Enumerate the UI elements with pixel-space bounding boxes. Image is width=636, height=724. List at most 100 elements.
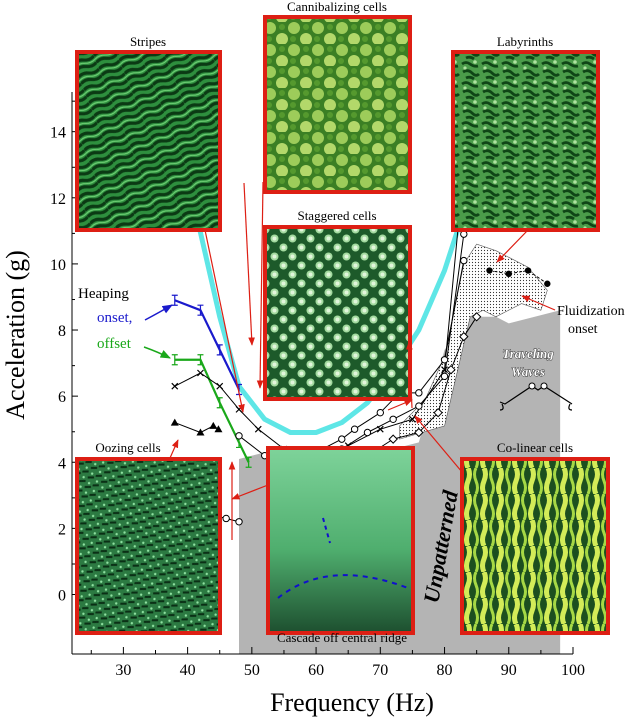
pointer-arrow <box>169 439 179 459</box>
pointer-arrow <box>387 399 413 411</box>
x-tick-label: 30 <box>115 662 131 679</box>
series-3-point <box>235 405 243 413</box>
inset-cells-label: Cannibalizing cells <box>287 0 387 14</box>
series-5-point <box>440 356 449 364</box>
series-8-point <box>214 425 223 433</box>
inset-cells-frame <box>263 15 412 194</box>
series-2-point <box>171 354 178 366</box>
series-5-point <box>460 256 468 265</box>
inset-cascade-image <box>268 448 413 633</box>
inset-stripes-label: Stripes <box>130 34 166 49</box>
x-tick-label: 60 <box>308 662 324 679</box>
wave-crest-marker <box>528 382 536 390</box>
series-7-point <box>486 267 493 274</box>
series-2-point <box>216 397 223 409</box>
pointer-arrow <box>256 181 264 389</box>
x-axis-label: Frequency (Hz) <box>270 688 434 717</box>
pointer-arrow <box>231 484 269 500</box>
inset-oozing-image <box>77 459 220 633</box>
inset-oozing-frame <box>75 457 222 635</box>
x-tick-label: 40 <box>180 662 196 679</box>
series-4-point <box>389 415 397 423</box>
series-3-point <box>441 366 448 374</box>
offset-label: offset <box>97 336 132 352</box>
inset-staggered-frame <box>263 225 412 401</box>
pointer-arrow <box>496 229 529 263</box>
series-9-point <box>235 518 243 526</box>
series-6-point <box>414 427 424 438</box>
onset-label: onset, <box>97 310 132 326</box>
x-tick-label: 90 <box>501 662 517 679</box>
pointer-arrow <box>405 341 413 409</box>
y-tick-label: 8 <box>58 323 66 340</box>
series-5-point <box>350 425 359 433</box>
x-tick-label: 50 <box>244 662 260 679</box>
series-7-point <box>524 267 532 274</box>
series-6-point <box>446 364 456 375</box>
series-7-point <box>544 280 551 287</box>
inset-cells-image <box>265 17 410 192</box>
inset-staggered-label: Staggered cells <box>297 208 376 223</box>
y-tick-label: 10 <box>50 257 66 274</box>
fluidization-onset-label: onset <box>568 322 598 337</box>
series-7-line <box>489 270 548 285</box>
heaping-offset-arrow <box>143 346 171 359</box>
inset-staggered: Staggered cells <box>263 208 412 401</box>
traveling-label: Traveling <box>502 346 554 361</box>
heaping-onset-arrow <box>144 304 173 321</box>
y-tick-label: 14 <box>50 125 66 142</box>
series-1-line <box>174 299 240 391</box>
inset-labyrinth-frame <box>451 50 600 232</box>
inset-cascade: Cascade off central ridge <box>266 446 415 645</box>
x-tick-label: 70 <box>372 662 388 679</box>
series-2-point <box>245 456 252 468</box>
inset-staggered-image <box>265 227 410 399</box>
series-1-point <box>216 344 223 356</box>
series-4-point <box>363 428 372 437</box>
y-tick-label: 2 <box>58 521 66 538</box>
series-2-point <box>197 354 204 366</box>
series-6-point <box>433 407 443 418</box>
y-tick-label: 4 <box>58 455 66 472</box>
series-5-point <box>338 435 346 443</box>
inset-labyrinth: Labyrinths <box>451 34 600 232</box>
pointer-arrow <box>414 415 463 473</box>
inset-oozing: Oozing cells <box>75 440 222 635</box>
pointer-arrow <box>521 295 556 311</box>
series-4-point <box>415 402 423 410</box>
inset-stripes: Stripes <box>75 34 222 232</box>
series-3-point <box>408 415 416 423</box>
inset-colinear-image <box>462 459 608 633</box>
wave-crest-marker <box>540 382 548 390</box>
inset-stripes-frame <box>75 50 222 232</box>
series-4-point <box>440 372 449 381</box>
series-6-point <box>459 331 469 342</box>
pointer-arrow <box>243 182 255 346</box>
series-8-point <box>209 421 218 429</box>
series-3-point <box>171 382 179 390</box>
inset-colinear-frame <box>460 457 610 635</box>
inset-colinear: Co-linear cells <box>460 440 610 635</box>
inset-stripes-image <box>77 52 220 230</box>
inset-cascade-label: Cascade off central ridge <box>277 630 407 645</box>
inset-labyrinth-label: Labyrinths <box>497 34 553 49</box>
fluidization-label: Fluidization <box>557 304 625 319</box>
series-1-point <box>197 304 204 316</box>
series-8-point <box>196 428 205 436</box>
pointer-arrow <box>204 229 245 413</box>
series-6-point <box>388 434 398 444</box>
heaping-label: Heaping <box>78 286 129 302</box>
y-axis-label: Acceleration (g) <box>1 250 30 420</box>
series-8-point <box>170 418 179 426</box>
series-6-point <box>471 312 482 322</box>
x-tick-label: 80 <box>437 662 453 679</box>
series-3-point <box>254 425 262 433</box>
series-4-point <box>235 432 243 440</box>
series-5-point <box>376 408 385 417</box>
y-tick-label: 0 <box>58 587 66 604</box>
inset-oozing-label: Oozing cells <box>95 440 160 455</box>
series-9-point <box>222 514 230 523</box>
traveling-wave-icon <box>499 385 573 411</box>
